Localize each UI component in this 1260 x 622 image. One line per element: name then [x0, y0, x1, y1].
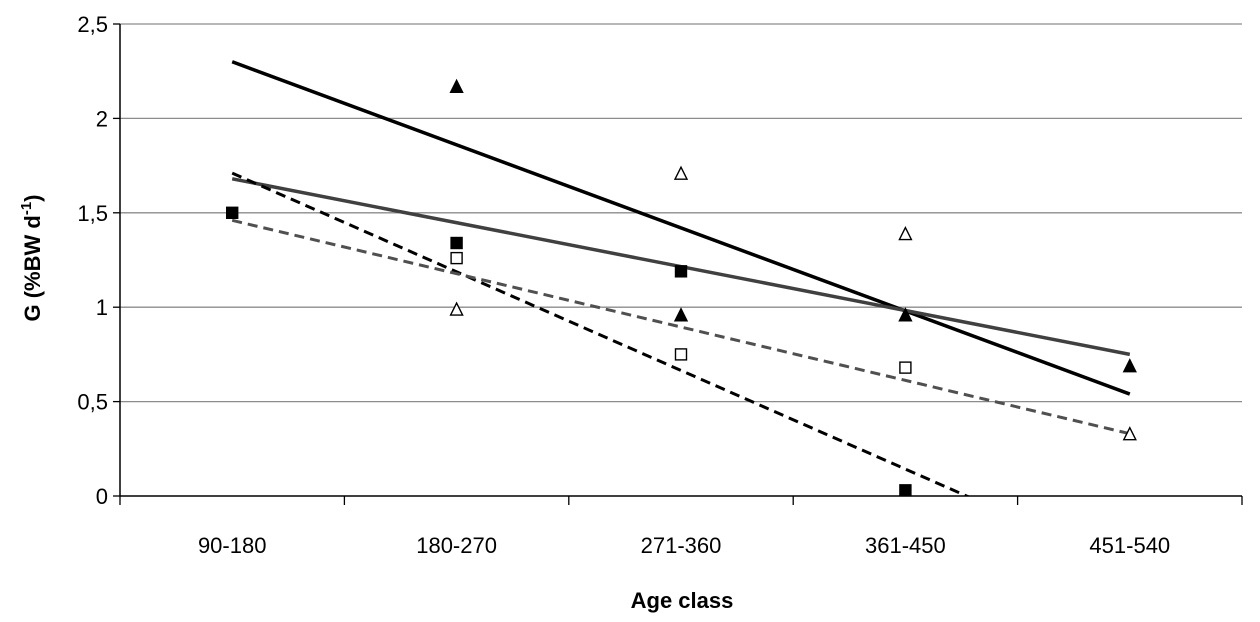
- axes: [113, 23, 1243, 505]
- trendline: [231, 171, 971, 496]
- y-tick-label: 1: [96, 295, 108, 320]
- y-tick-label: 1,5: [77, 201, 108, 226]
- data-point: [899, 484, 912, 497]
- x-axis-title: Age class: [631, 588, 734, 613]
- y-tick-label: 0,5: [77, 390, 108, 415]
- y-axis-title: G (%BW d-1): [18, 195, 45, 322]
- data-point: [449, 301, 464, 316]
- data-point: [673, 165, 689, 180]
- grid-lines: [120, 23, 1242, 403]
- data-point: [450, 251, 463, 265]
- y-axis-title-main: G (%BW d: [20, 215, 45, 321]
- x-tick-label: 451-540: [1089, 533, 1170, 558]
- data-point: [1122, 358, 1137, 373]
- data-point: [450, 236, 463, 250]
- data-point: [674, 265, 688, 278]
- data-point: [674, 348, 688, 361]
- x-tick-label: 361-450: [865, 533, 946, 558]
- y-axis-title-superscript: -1: [18, 202, 35, 215]
- data-point: [1122, 426, 1137, 441]
- trendline: [231, 60, 1131, 396]
- tick-labels: 0 0,5 1 1,5 2 2,5 90-180 180-270 271-360 361-450 4…: [77, 12, 1170, 558]
- y-tick-label: 2: [96, 106, 108, 131]
- data-point: [899, 361, 912, 374]
- trendline: [231, 218, 1131, 436]
- y-axis-title-close: ): [20, 195, 45, 202]
- data-points: [225, 78, 1137, 497]
- data-point: [898, 307, 913, 322]
- y-tick-label: 2,5: [77, 12, 108, 37]
- data-point: [898, 226, 913, 241]
- data-point: [449, 78, 464, 94]
- x-tick-label: 90-180: [198, 533, 267, 558]
- y-tick-label: 0: [96, 484, 108, 509]
- x-tick-label: 180-270: [416, 533, 497, 558]
- data-point: [673, 307, 689, 322]
- data-point: [225, 206, 239, 220]
- x-tick-label: 271-360: [641, 533, 722, 558]
